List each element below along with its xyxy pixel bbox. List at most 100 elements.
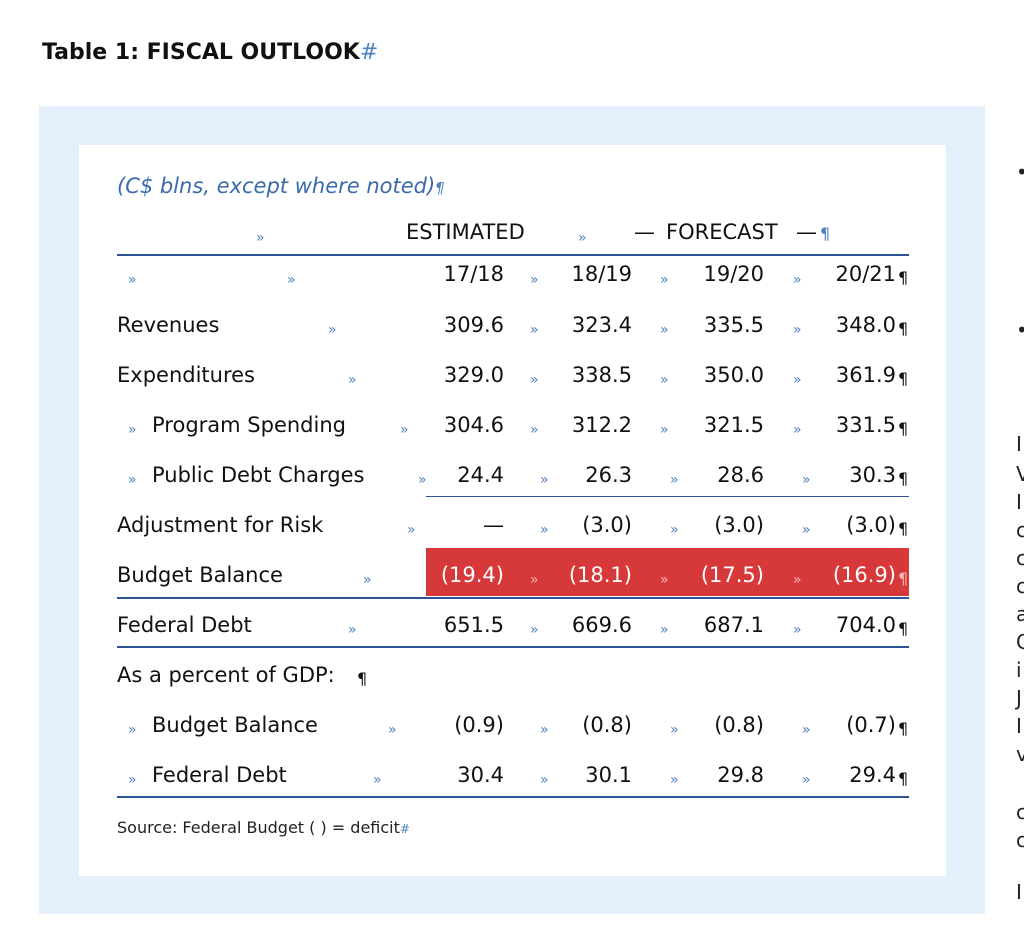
tab-mark: » xyxy=(793,422,802,438)
pilcrow-mark: ¶ xyxy=(898,719,909,738)
tab-mark: » xyxy=(660,272,669,288)
year-20-21: 20/21 xyxy=(835,262,896,286)
units-note: (C$ blns, except where noted)¶ xyxy=(117,174,445,198)
tab-mark: » xyxy=(793,372,802,388)
pilcrow-mark: ¶ xyxy=(898,769,909,788)
tab-mark: » xyxy=(530,372,539,388)
tab-mark: » xyxy=(540,522,549,538)
value-cell: 304.6 xyxy=(443,413,504,437)
clipped-text: • xyxy=(1016,318,1024,342)
value-cell: 30.1 xyxy=(585,763,632,787)
section-label-percent-gdp: As a percent of GDP: xyxy=(117,663,335,687)
value-cell: 323.4 xyxy=(571,313,632,337)
value-cell: 331.5 xyxy=(835,413,896,437)
tab-mark: » xyxy=(363,572,372,588)
value-cell: (3.0) xyxy=(714,513,764,537)
tab-mark: » xyxy=(128,772,137,788)
year-17-18: 17/18 xyxy=(443,262,504,286)
tab-mark: » xyxy=(128,272,137,288)
value-cell: 26.3 xyxy=(585,463,632,487)
value-cell: (18.1) xyxy=(568,563,632,587)
debt-rule xyxy=(117,646,909,648)
value-cell: 24.4 xyxy=(457,463,504,487)
value-cell: 30.4 xyxy=(457,763,504,787)
tab-mark: » xyxy=(540,472,549,488)
value-cell: (3.0) xyxy=(582,513,632,537)
header-estimated: ESTIMATED xyxy=(406,220,525,244)
tab-mark: » xyxy=(670,722,679,738)
value-cell: 321.5 xyxy=(703,413,764,437)
row-label-federal-debt: Federal Debt xyxy=(117,613,252,637)
pilcrow-mark: ¶ xyxy=(898,268,909,287)
tab-mark: » xyxy=(128,422,137,438)
table-bottom-rule xyxy=(117,796,909,798)
value-cell: 28.6 xyxy=(717,463,764,487)
row-label-federal-debt-gdp: Federal Debt xyxy=(152,763,287,787)
value-cell: 338.5 xyxy=(571,363,632,387)
clipped-text: I xyxy=(1016,432,1022,456)
tab-mark: » xyxy=(388,722,397,738)
value-cell: 335.5 xyxy=(703,313,764,337)
clipped-text: C xyxy=(1016,630,1024,654)
clipped-text: i xyxy=(1016,658,1022,682)
tab-mark: » xyxy=(256,230,265,246)
tab-mark: » xyxy=(128,472,137,488)
subtotal-rule xyxy=(426,496,909,497)
table-title: Table 1: FISCAL OUTLOOK# xyxy=(42,40,379,65)
tab-mark: » xyxy=(802,522,811,538)
tab-mark: » xyxy=(530,572,539,588)
pilcrow-mark: ¶ xyxy=(820,224,831,243)
tab-mark: » xyxy=(660,372,669,388)
tab-mark: » xyxy=(530,422,539,438)
pilcrow-mark: ¶ xyxy=(357,669,368,688)
tab-mark: » xyxy=(660,572,669,588)
value-cell: (0.9) xyxy=(454,713,504,737)
value-cell: 312.2 xyxy=(571,413,632,437)
tab-mark: » xyxy=(660,422,669,438)
clipped-text: c xyxy=(1016,574,1024,598)
value-cell: 350.0 xyxy=(703,363,764,387)
pilcrow-mark: ¶ xyxy=(898,519,909,538)
tab-mark: » xyxy=(660,322,669,338)
tab-mark: » xyxy=(530,272,539,288)
tab-mark: » xyxy=(348,622,357,638)
tab-mark: » xyxy=(793,572,802,588)
deficit-highlight xyxy=(426,548,909,596)
end-cell-mark: # xyxy=(359,40,379,65)
source-note: Source: Federal Budget ( ) = deficit# xyxy=(117,818,410,837)
value-cell: 651.5 xyxy=(443,613,504,637)
header-dash: — xyxy=(634,220,655,244)
clipped-text: I xyxy=(1016,714,1022,738)
clipped-text: v xyxy=(1016,742,1024,766)
pilcrow-mark: ¶ xyxy=(898,619,909,638)
value-cell: 29.8 xyxy=(717,763,764,787)
value-cell: 29.4 xyxy=(849,763,896,787)
value-cell: (19.4) xyxy=(440,563,504,587)
value-cell: (16.9) xyxy=(832,563,896,587)
clipped-text: V xyxy=(1016,462,1024,486)
row-label-adjustment-for-risk: Adjustment for Risk xyxy=(117,513,324,537)
value-cell: — xyxy=(483,513,504,537)
pilcrow-mark: ¶ xyxy=(898,319,909,338)
value-cell: 687.1 xyxy=(703,613,764,637)
clipped-text: • xyxy=(1016,160,1024,184)
year-19-20: 19/20 xyxy=(703,262,764,286)
tab-mark: » xyxy=(793,322,802,338)
value-cell: (17.5) xyxy=(700,563,764,587)
tab-mark: » xyxy=(540,772,549,788)
tab-mark: » xyxy=(802,722,811,738)
tab-mark: » xyxy=(802,472,811,488)
row-label-program-spending: Program Spending xyxy=(152,413,346,437)
value-cell: 309.6 xyxy=(443,313,504,337)
tab-mark: » xyxy=(793,622,802,638)
pilcrow-mark: ¶ xyxy=(898,569,909,588)
value-cell: 704.0 xyxy=(835,613,896,637)
tab-mark: » xyxy=(328,322,337,338)
value-cell: 669.6 xyxy=(571,613,632,637)
value-cell: (0.8) xyxy=(582,713,632,737)
row-label-revenues: Revenues xyxy=(117,313,220,337)
value-cell: 348.0 xyxy=(835,313,896,337)
tab-mark: » xyxy=(670,522,679,538)
clipped-text: c xyxy=(1016,800,1024,824)
row-label-expenditures: Expenditures xyxy=(117,363,255,387)
